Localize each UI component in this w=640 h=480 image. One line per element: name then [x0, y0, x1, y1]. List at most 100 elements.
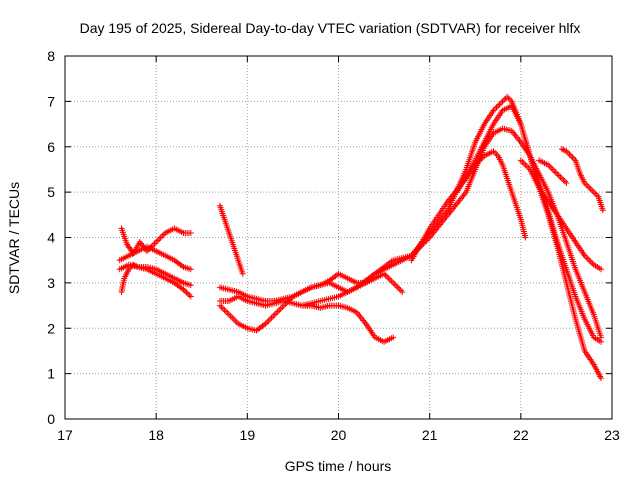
data-point — [586, 184, 593, 191]
data-point — [522, 234, 529, 241]
data-point — [274, 308, 281, 315]
series-arc-1 — [118, 225, 194, 257]
data-point — [218, 304, 225, 311]
data-point — [390, 279, 397, 286]
data-point — [560, 146, 567, 153]
data-point — [569, 154, 576, 161]
x-tick-label: 19 — [240, 427, 256, 443]
data-point — [385, 275, 392, 282]
data-point — [154, 237, 161, 244]
data-point — [279, 304, 286, 311]
data-point — [492, 105, 499, 112]
x-tick-label: 17 — [57, 427, 73, 443]
chart-title: Day 195 of 2025, Sidereal Day-to-day VTE… — [80, 20, 581, 36]
data-point — [520, 160, 527, 167]
data-point — [187, 282, 194, 289]
data-point — [239, 270, 246, 277]
data-point — [563, 180, 570, 187]
data-point — [587, 186, 594, 193]
data-point — [519, 158, 526, 165]
data-point — [492, 149, 499, 156]
series-arc-8 — [216, 279, 369, 334]
data-point — [589, 260, 596, 267]
y-tick-label: 0 — [47, 411, 55, 427]
x-tick-label: 23 — [604, 427, 620, 443]
data-point — [156, 236, 163, 243]
data-point — [598, 375, 605, 382]
data-point — [270, 313, 277, 320]
data-point — [265, 317, 272, 324]
data-point — [221, 307, 228, 314]
data-point — [399, 288, 406, 295]
series-arc-2 — [116, 243, 194, 273]
data-point — [276, 307, 283, 314]
data-point — [504, 93, 511, 100]
data-point — [159, 232, 166, 239]
data-point — [561, 178, 568, 185]
data-point — [183, 289, 190, 296]
x-tick-label: 20 — [331, 427, 347, 443]
data-point — [273, 310, 280, 317]
data-point — [157, 234, 164, 241]
data-point — [496, 101, 503, 108]
data-point — [390, 334, 397, 341]
data-point — [277, 305, 284, 312]
data-point — [387, 276, 394, 283]
data-point — [587, 258, 594, 265]
data-point — [499, 98, 506, 105]
data-point — [598, 266, 605, 273]
data-point — [271, 311, 278, 318]
y-tick-label: 6 — [47, 139, 55, 155]
series-arc-5 — [216, 202, 246, 277]
y-tick-label: 4 — [47, 230, 55, 246]
data-point — [498, 99, 505, 106]
series-arc-4 — [118, 261, 194, 295]
data-point — [557, 174, 564, 180]
y-tick-label: 3 — [47, 275, 55, 291]
data-point — [181, 288, 188, 295]
data-point — [517, 157, 524, 164]
data-point — [184, 290, 191, 297]
y-axis-label: SDTVAR / TECUs — [6, 182, 22, 294]
y-tick-label: 2 — [47, 320, 55, 336]
data-point — [549, 166, 556, 173]
data-point — [226, 311, 233, 318]
y-tick-label: 1 — [47, 366, 55, 382]
series-arc-13 — [517, 157, 605, 273]
data-point — [554, 170, 561, 177]
data-point — [394, 284, 401, 291]
data-point — [560, 177, 567, 184]
grid-layer — [65, 56, 612, 419]
series-arc-12 — [454, 102, 605, 382]
data-point — [187, 229, 194, 236]
series-arc-10 — [353, 125, 605, 341]
data-point — [267, 316, 274, 323]
data-point — [224, 310, 231, 317]
data-point — [495, 102, 502, 109]
data-marks — [116, 93, 606, 382]
data-point — [548, 164, 555, 171]
data-point — [227, 313, 234, 320]
x-tick-label: 22 — [513, 427, 529, 443]
data-point — [592, 190, 599, 197]
data-point — [551, 167, 558, 174]
data-point — [180, 286, 187, 293]
x-axis-label: GPS time / hours — [285, 458, 392, 474]
data-point — [187, 293, 194, 300]
data-point — [590, 189, 597, 196]
data-point — [555, 172, 562, 179]
data-point — [153, 239, 160, 246]
y-tick-label: 8 — [47, 48, 55, 64]
data-point — [598, 334, 605, 341]
data-point — [501, 96, 508, 103]
data-point — [567, 152, 574, 159]
series-arc-15 — [536, 157, 570, 187]
data-point — [523, 163, 530, 170]
data-point — [220, 305, 227, 312]
data-point — [505, 95, 512, 102]
data-point — [397, 287, 404, 294]
series-arc-14 — [558, 146, 606, 214]
data-point — [586, 257, 593, 264]
data-point — [393, 282, 400, 289]
